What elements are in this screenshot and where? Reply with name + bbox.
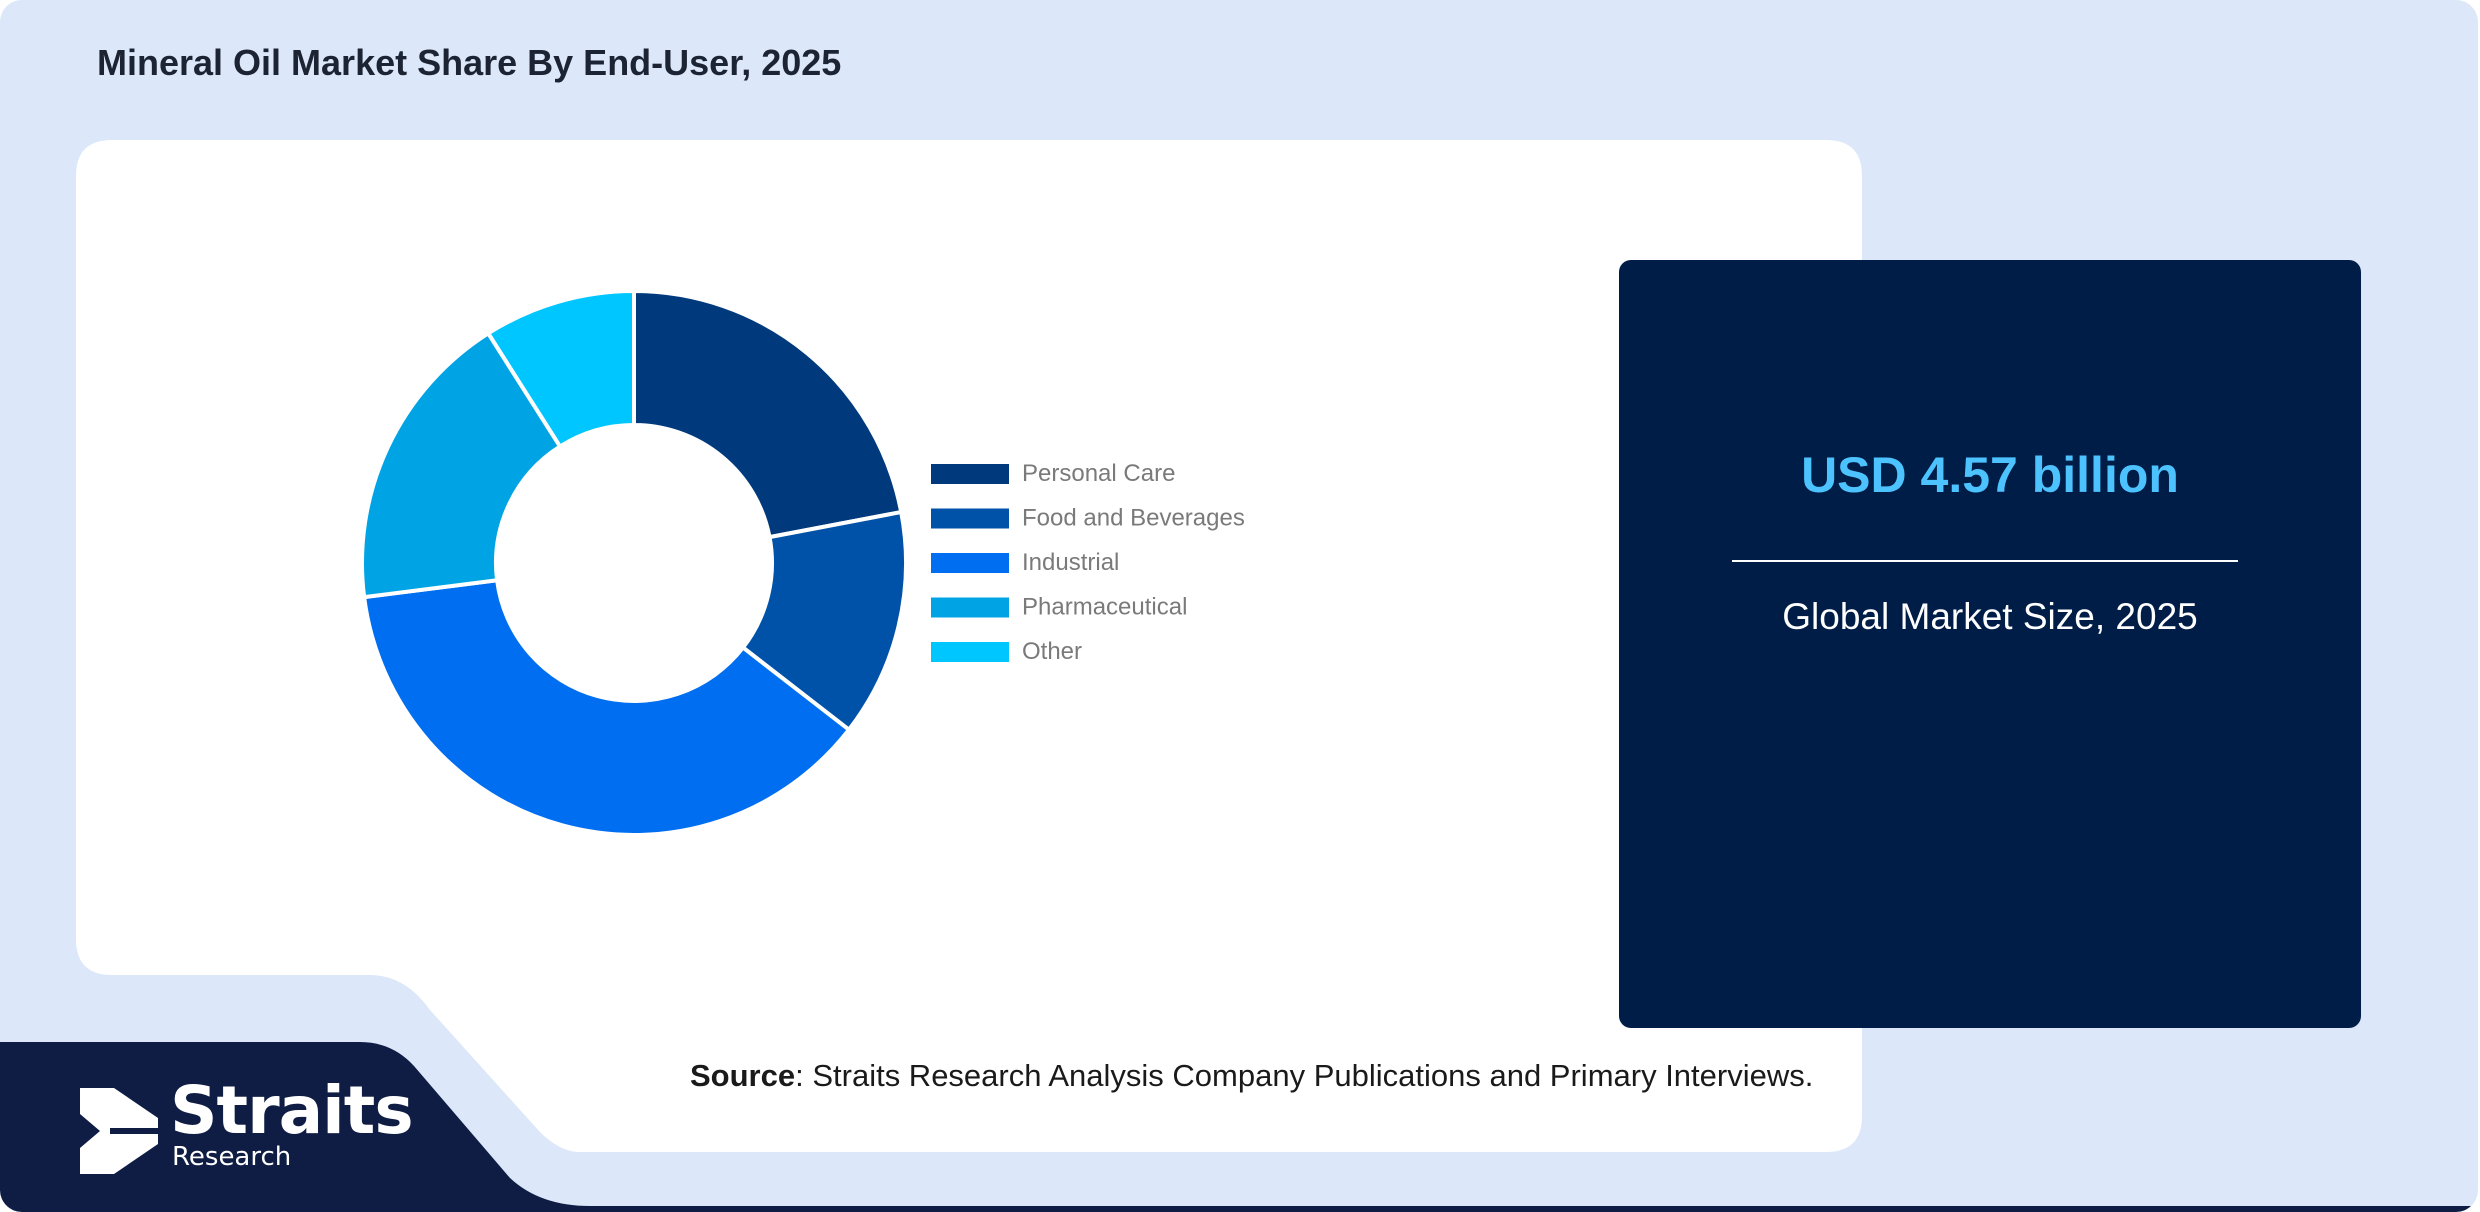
legend-swatch — [931, 597, 1009, 618]
market-size-label: Global Market Size, 2025 — [1782, 596, 2198, 637]
donut-slice-personal-care — [632, 288, 904, 540]
market-size-card: USD 4.57 billion Global Market Size, 202… — [1619, 260, 2361, 1028]
source-note: Source: Straits Research Analysis Compan… — [690, 1058, 1813, 1094]
chart-title: Mineral Oil Market Share By End-User, 20… — [97, 42, 842, 83]
legend-label: Other — [1022, 638, 1082, 665]
donut-slice-other — [485, 288, 636, 450]
legend-label: Pharmaceutical — [1022, 594, 1187, 621]
donut-slice-industrial — [361, 578, 852, 837]
legend-swatch — [931, 464, 1009, 484]
source-label: Source — [690, 1058, 796, 1093]
donut-slice-pharmaceutical — [360, 330, 563, 600]
donut-slice-food-and-beverages — [740, 509, 908, 733]
logo-name: Straits — [170, 1072, 414, 1149]
market-divider — [1732, 560, 2238, 562]
source-text: : Straits Research Analysis Company Publ… — [795, 1058, 1814, 1093]
legend-label: Personal Care — [1022, 460, 1175, 487]
legend-swatch — [931, 508, 1009, 529]
straits-logo-icon — [80, 1088, 158, 1174]
legend-swatch — [931, 553, 1009, 573]
footer-band — [0, 1042, 2478, 1212]
logo-subtitle: Research — [172, 1142, 292, 1172]
legend-label: Food and Beverages — [1022, 505, 1245, 532]
market-size-value: USD 4.57 billion — [1801, 447, 2179, 503]
legend-label: Industrial — [1022, 549, 1119, 576]
legend-swatch — [931, 642, 1009, 662]
